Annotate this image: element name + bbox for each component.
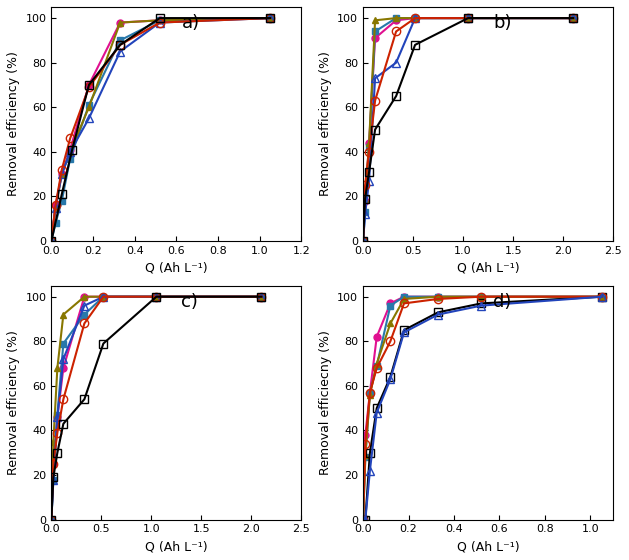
- X-axis label: Q (Ah L⁻¹): Q (Ah L⁻¹): [457, 540, 520, 553]
- X-axis label: Q (Ah L⁻¹): Q (Ah L⁻¹): [457, 262, 520, 274]
- Text: c): c): [181, 292, 198, 311]
- X-axis label: Q (Ah L⁻¹): Q (Ah L⁻¹): [145, 540, 208, 553]
- X-axis label: Q (Ah L⁻¹): Q (Ah L⁻¹): [145, 262, 208, 274]
- Y-axis label: Removal efficiency (%): Removal efficiency (%): [7, 52, 20, 197]
- Y-axis label: Removal efficiecny (%): Removal efficiecny (%): [319, 330, 331, 475]
- Y-axis label: Removal efficiency (%): Removal efficiency (%): [319, 52, 331, 197]
- Text: a): a): [181, 14, 199, 32]
- Text: b): b): [493, 14, 511, 32]
- Y-axis label: Removal efficiency (%): Removal efficiency (%): [7, 330, 20, 475]
- Text: d): d): [493, 292, 511, 311]
